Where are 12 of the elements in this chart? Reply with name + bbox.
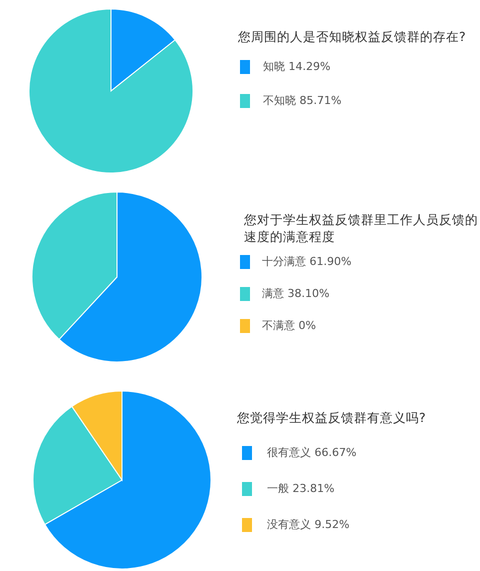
legend-label: 知晓 14.29% [263, 60, 330, 74]
pie-slice [28, 8, 194, 174]
text: 您周围的人是否知晓权益反馈群的存在? [238, 28, 467, 45]
legend-label: 很有意义 66.67% [267, 446, 356, 460]
legend-label: 一般 23.81% [267, 482, 334, 496]
text: 您觉得学生权益反馈群有意义吗? [237, 409, 427, 426]
legend-label: 不满意 0% [262, 319, 316, 333]
legend-label: 没有意义 9.52% [267, 518, 350, 532]
legend-label: 满意 38.10% [262, 287, 330, 301]
text: 您对于学生权益反馈群里工作人员反馈的速度的满意程度 [244, 211, 479, 245]
legend-label: 十分满意 61.90% [262, 255, 352, 269]
legend-label: 不知晓 85.71% [263, 94, 342, 108]
